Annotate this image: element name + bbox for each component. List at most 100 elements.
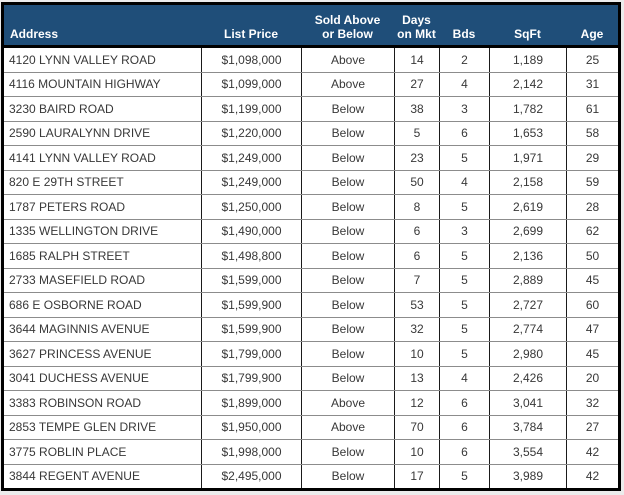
table-row: 4141 LYNN VALLEY ROAD $1,249,000 Below 2… xyxy=(4,145,618,170)
cell-bds: 5 xyxy=(439,244,489,268)
cell-bds: 5 xyxy=(439,268,489,292)
table-header-row: Address List Price Sold Above or Below D… xyxy=(4,5,618,48)
cell-sqft: 3,784 xyxy=(489,415,566,439)
table-row: 2853 TEMPE GLEN DRIVE $1,950,000 Above 7… xyxy=(4,414,618,439)
cell-age: 29 xyxy=(566,146,618,170)
cell-address: 3383 ROBINSON ROAD xyxy=(9,395,142,410)
cell-sqft: 2,426 xyxy=(489,366,566,390)
table-row: 3041 DUCHESS AVENUE $1,799,900 Below 13 … xyxy=(4,365,618,390)
cell-list-price: $1,220,000 xyxy=(201,121,301,145)
cell-address: 4120 LYNN VALLEY ROAD xyxy=(9,52,156,67)
cell-address: 686 E OSBORNE ROAD xyxy=(9,297,142,312)
cell-sqft: 1,189 xyxy=(489,48,566,72)
table-row: 3627 PRINCESS AVENUE $1,799,000 Below 10… xyxy=(4,341,618,366)
cell-list-price: $1,098,000 xyxy=(201,48,301,72)
cell-sold-above-below: Below xyxy=(301,464,394,488)
table-row: 3230 BAIRD ROAD $1,199,000 Below 38 3 1,… xyxy=(4,96,618,121)
cell-list-price: $1,249,000 xyxy=(201,146,301,170)
cell-days-on-mkt: 10 xyxy=(394,440,439,464)
cell-sold-above-below: Below xyxy=(301,293,394,317)
cell-address: 2590 LAURALYNN DRIVE xyxy=(9,126,151,141)
cell-address: 3627 PRINCESS AVENUE xyxy=(9,346,152,361)
table-row: 4120 LYNN VALLEY ROAD $1,098,000 Above 1… xyxy=(4,48,618,72)
cell-bds: 4 xyxy=(439,170,489,194)
cell-sqft: 2,142 xyxy=(489,72,566,96)
cell-age: 42 xyxy=(566,440,618,464)
cell-address: 1787 PETERS ROAD xyxy=(9,199,126,214)
cell-list-price: $1,799,000 xyxy=(201,342,301,366)
cell-list-price: $1,249,000 xyxy=(201,170,301,194)
cell-days-on-mkt: 12 xyxy=(394,391,439,415)
cell-age: 50 xyxy=(566,244,618,268)
cell-bds: 5 xyxy=(439,464,489,488)
cell-sqft: 1,653 xyxy=(489,121,566,145)
cell-age: 59 xyxy=(566,170,618,194)
cell-address: 3644 MAGINNIS AVENUE xyxy=(9,322,150,337)
cell-bds: 3 xyxy=(439,97,489,121)
cell-bds: 6 xyxy=(439,415,489,439)
cell-sold-above-below: Below xyxy=(301,219,394,243)
cell-sqft: 2,980 xyxy=(489,342,566,366)
cell-sqft: 2,727 xyxy=(489,293,566,317)
cell-list-price: $1,490,000 xyxy=(201,219,301,243)
cell-days-on-mkt: 50 xyxy=(394,170,439,194)
cell-sqft: 3,989 xyxy=(489,464,566,488)
cell-list-price: $1,899,000 xyxy=(201,391,301,415)
cell-sold-above-below: Above xyxy=(301,415,394,439)
table-row: 2590 LAURALYNN DRIVE $1,220,000 Below 5 … xyxy=(4,120,618,145)
header-days-on-mkt: Days on Mkt xyxy=(397,13,436,41)
header-age: Age xyxy=(580,26,604,41)
table-row: 3383 ROBINSON ROAD $1,899,000 Above 12 6… xyxy=(4,390,618,415)
cell-address: 3041 DUCHESS AVENUE xyxy=(9,371,149,386)
cell-sold-above-below: Below xyxy=(301,244,394,268)
cell-address: 4116 MOUNTAIN HIGHWAY xyxy=(9,77,161,92)
table-row: 3644 MAGINNIS AVENUE $1,599,900 Below 32… xyxy=(4,316,618,341)
cell-days-on-mkt: 23 xyxy=(394,146,439,170)
cell-address: 2853 TEMPE GLEN DRIVE xyxy=(9,420,157,435)
cell-address: 1685 RALPH STREET xyxy=(9,248,130,263)
cell-sqft: 3,554 xyxy=(489,440,566,464)
cell-list-price: $1,998,000 xyxy=(201,440,301,464)
cell-sold-above-below: Above xyxy=(301,48,394,72)
cell-bds: 5 xyxy=(439,195,489,219)
cell-list-price: $1,099,000 xyxy=(201,72,301,96)
cell-sold-above-below: Below xyxy=(301,195,394,219)
cell-days-on-mkt: 70 xyxy=(394,415,439,439)
cell-days-on-mkt: 32 xyxy=(394,317,439,341)
table-row: 3844 REGENT AVENUE $2,495,000 Below 17 5… xyxy=(4,463,618,488)
cell-list-price: $1,199,000 xyxy=(201,97,301,121)
cell-bds: 2 xyxy=(439,48,489,72)
cell-sold-above-below: Above xyxy=(301,391,394,415)
cell-list-price: $1,950,000 xyxy=(201,415,301,439)
cell-bds: 5 xyxy=(439,342,489,366)
cell-age: 62 xyxy=(566,219,618,243)
cell-days-on-mkt: 8 xyxy=(394,195,439,219)
cell-age: 28 xyxy=(566,195,618,219)
cell-age: 61 xyxy=(566,97,618,121)
cell-age: 25 xyxy=(566,48,618,72)
cell-sqft: 2,136 xyxy=(489,244,566,268)
cell-address: 3844 REGENT AVENUE xyxy=(9,469,140,484)
cell-days-on-mkt: 27 xyxy=(394,72,439,96)
cell-list-price: $1,599,000 xyxy=(201,268,301,292)
cell-age: 32 xyxy=(566,391,618,415)
cell-age: 27 xyxy=(566,415,618,439)
cell-sold-above-below: Below xyxy=(301,268,394,292)
cell-address: 1335 WELLINGTON DRIVE xyxy=(9,224,159,239)
cell-sqft: 2,619 xyxy=(489,195,566,219)
cell-address: 3230 BAIRD ROAD xyxy=(9,101,114,116)
cell-bds: 4 xyxy=(439,366,489,390)
cell-age: 47 xyxy=(566,317,618,341)
cell-days-on-mkt: 17 xyxy=(394,464,439,488)
table-row: 2733 MASEFIELD ROAD $1,599,000 Below 7 5… xyxy=(4,267,618,292)
cell-address: 4141 LYNN VALLEY ROAD xyxy=(9,150,156,165)
cell-list-price: $1,498,800 xyxy=(201,244,301,268)
cell-list-price: $1,799,900 xyxy=(201,366,301,390)
cell-sqft: 3,041 xyxy=(489,391,566,415)
cell-bds: 6 xyxy=(439,391,489,415)
cell-sqft: 2,699 xyxy=(489,219,566,243)
cell-age: 42 xyxy=(566,464,618,488)
cell-sqft: 1,782 xyxy=(489,97,566,121)
cell-sold-above-below: Below xyxy=(301,317,394,341)
